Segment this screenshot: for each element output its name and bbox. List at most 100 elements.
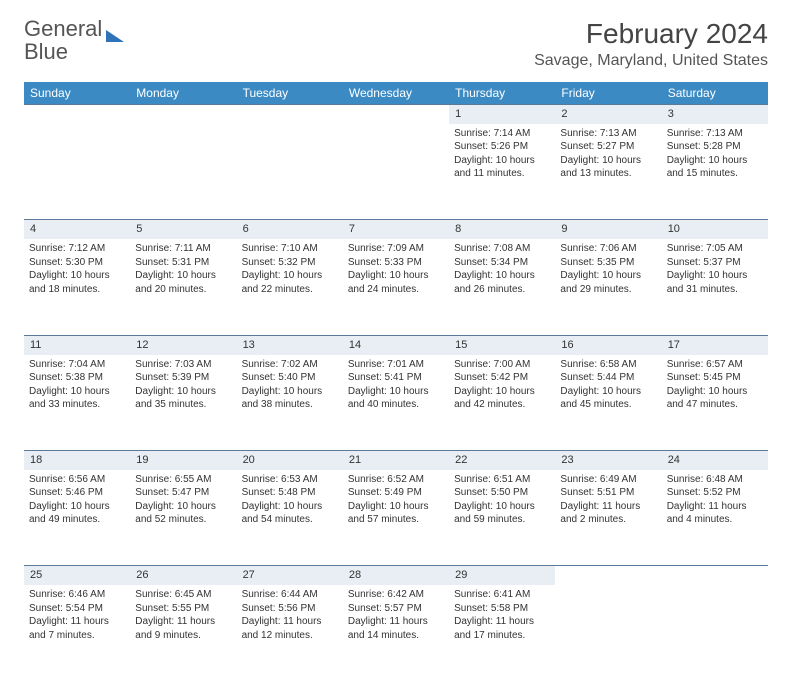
sunset-text: Sunset: 5:27 PM [560, 140, 656, 154]
day-number-row: 11121314151617 [24, 335, 768, 354]
sunset-text: Sunset: 5:44 PM [560, 371, 656, 385]
day-cell: Sunrise: 7:13 AMSunset: 5:27 PMDaylight:… [555, 124, 661, 220]
weekday-header: Saturday [662, 82, 768, 105]
day-cell: Sunrise: 6:53 AMSunset: 5:48 PMDaylight:… [237, 470, 343, 566]
sunrise-text: Sunrise: 6:57 AM [667, 358, 763, 372]
sunset-text: Sunset: 5:56 PM [242, 602, 338, 616]
daylight-text: Daylight: 10 hours and 22 minutes. [242, 269, 338, 296]
sunset-text: Sunset: 5:33 PM [348, 256, 444, 270]
daylight-text: Daylight: 10 hours and 11 minutes. [454, 154, 550, 181]
daylight-text: Daylight: 11 hours and 12 minutes. [242, 615, 338, 642]
logo-triangle-icon [106, 30, 124, 42]
location-text: Savage, Maryland, United States [534, 52, 768, 70]
day-number [24, 105, 130, 124]
sunrise-text: Sunrise: 6:45 AM [135, 588, 231, 602]
day-cell: Sunrise: 6:58 AMSunset: 5:44 PMDaylight:… [555, 355, 661, 451]
day-cell: Sunrise: 7:09 AMSunset: 5:33 PMDaylight:… [343, 239, 449, 335]
daylight-text: Daylight: 10 hours and 59 minutes. [454, 500, 550, 527]
day-cell: Sunrise: 6:42 AMSunset: 5:57 PMDaylight:… [343, 585, 449, 681]
day-cell: Sunrise: 7:10 AMSunset: 5:32 PMDaylight:… [237, 239, 343, 335]
sunset-text: Sunset: 5:31 PM [135, 256, 231, 270]
sunrise-text: Sunrise: 6:51 AM [454, 473, 550, 487]
sunrise-text: Sunrise: 7:13 AM [667, 127, 763, 141]
daylight-text: Daylight: 10 hours and 40 minutes. [348, 385, 444, 412]
sunset-text: Sunset: 5:58 PM [454, 602, 550, 616]
weekday-header: Sunday [24, 82, 130, 105]
daylight-text: Daylight: 10 hours and 31 minutes. [667, 269, 763, 296]
calendar-table: Sunday Monday Tuesday Wednesday Thursday… [24, 82, 768, 681]
sunrise-text: Sunrise: 7:02 AM [242, 358, 338, 372]
day-number: 2 [555, 105, 661, 124]
sunrise-text: Sunrise: 7:03 AM [135, 358, 231, 372]
sunset-text: Sunset: 5:52 PM [667, 486, 763, 500]
sunrise-text: Sunrise: 6:41 AM [454, 588, 550, 602]
sunrise-text: Sunrise: 6:56 AM [29, 473, 125, 487]
weekday-header: Tuesday [237, 82, 343, 105]
day-number [237, 105, 343, 124]
day-number-row: 45678910 [24, 220, 768, 239]
sunrise-text: Sunrise: 7:08 AM [454, 242, 550, 256]
sunrise-text: Sunrise: 6:52 AM [348, 473, 444, 487]
day-number: 4 [24, 220, 130, 239]
day-number: 29 [449, 566, 555, 585]
logo: General Blue [24, 18, 124, 64]
weekday-header: Wednesday [343, 82, 449, 105]
sunset-text: Sunset: 5:41 PM [348, 371, 444, 385]
daylight-text: Daylight: 11 hours and 7 minutes. [29, 615, 125, 642]
sunset-text: Sunset: 5:38 PM [29, 371, 125, 385]
day-number: 14 [343, 335, 449, 354]
sunrise-text: Sunrise: 6:44 AM [242, 588, 338, 602]
day-number: 12 [130, 335, 236, 354]
day-cell: Sunrise: 6:41 AMSunset: 5:58 PMDaylight:… [449, 585, 555, 681]
day-number: 16 [555, 335, 661, 354]
daylight-text: Daylight: 11 hours and 2 minutes. [560, 500, 656, 527]
sunset-text: Sunset: 5:39 PM [135, 371, 231, 385]
daylight-text: Daylight: 10 hours and 42 minutes. [454, 385, 550, 412]
day-cell: Sunrise: 6:48 AMSunset: 5:52 PMDaylight:… [662, 470, 768, 566]
daylight-text: Daylight: 11 hours and 9 minutes. [135, 615, 231, 642]
sunset-text: Sunset: 5:49 PM [348, 486, 444, 500]
day-cell: Sunrise: 6:51 AMSunset: 5:50 PMDaylight:… [449, 470, 555, 566]
day-cell [343, 124, 449, 220]
sunset-text: Sunset: 5:35 PM [560, 256, 656, 270]
day-number [555, 566, 661, 585]
day-cell: Sunrise: 6:55 AMSunset: 5:47 PMDaylight:… [130, 470, 236, 566]
day-cell: Sunrise: 7:04 AMSunset: 5:38 PMDaylight:… [24, 355, 130, 451]
daylight-text: Daylight: 11 hours and 17 minutes. [454, 615, 550, 642]
day-number: 9 [555, 220, 661, 239]
sunset-text: Sunset: 5:42 PM [454, 371, 550, 385]
day-cell: Sunrise: 7:08 AMSunset: 5:34 PMDaylight:… [449, 239, 555, 335]
weekday-header-row: Sunday Monday Tuesday Wednesday Thursday… [24, 82, 768, 105]
sunrise-text: Sunrise: 7:00 AM [454, 358, 550, 372]
daylight-text: Daylight: 10 hours and 29 minutes. [560, 269, 656, 296]
sunset-text: Sunset: 5:37 PM [667, 256, 763, 270]
daylight-text: Daylight: 10 hours and 45 minutes. [560, 385, 656, 412]
sunset-text: Sunset: 5:51 PM [560, 486, 656, 500]
day-cell [662, 585, 768, 681]
day-number-row: 2526272829 [24, 566, 768, 585]
header: General Blue February 2024 Savage, Maryl… [24, 18, 768, 70]
day-number: 21 [343, 451, 449, 470]
sunset-text: Sunset: 5:46 PM [29, 486, 125, 500]
day-content-row: Sunrise: 7:12 AMSunset: 5:30 PMDaylight:… [24, 239, 768, 335]
daylight-text: Daylight: 10 hours and 38 minutes. [242, 385, 338, 412]
sunset-text: Sunset: 5:40 PM [242, 371, 338, 385]
day-cell: Sunrise: 7:01 AMSunset: 5:41 PMDaylight:… [343, 355, 449, 451]
sunrise-text: Sunrise: 7:10 AM [242, 242, 338, 256]
sunset-text: Sunset: 5:47 PM [135, 486, 231, 500]
day-number [662, 566, 768, 585]
daylight-text: Daylight: 10 hours and 47 minutes. [667, 385, 763, 412]
day-content-row: Sunrise: 7:04 AMSunset: 5:38 PMDaylight:… [24, 355, 768, 451]
weekday-header: Thursday [449, 82, 555, 105]
day-cell: Sunrise: 7:14 AMSunset: 5:26 PMDaylight:… [449, 124, 555, 220]
day-cell: Sunrise: 7:13 AMSunset: 5:28 PMDaylight:… [662, 124, 768, 220]
day-number [130, 105, 236, 124]
sunset-text: Sunset: 5:26 PM [454, 140, 550, 154]
title-block: February 2024 Savage, Maryland, United S… [534, 18, 768, 70]
day-cell [237, 124, 343, 220]
logo-word2: Blue [24, 39, 68, 64]
day-cell [24, 124, 130, 220]
daylight-text: Daylight: 10 hours and 49 minutes. [29, 500, 125, 527]
sunrise-text: Sunrise: 7:06 AM [560, 242, 656, 256]
day-number: 23 [555, 451, 661, 470]
